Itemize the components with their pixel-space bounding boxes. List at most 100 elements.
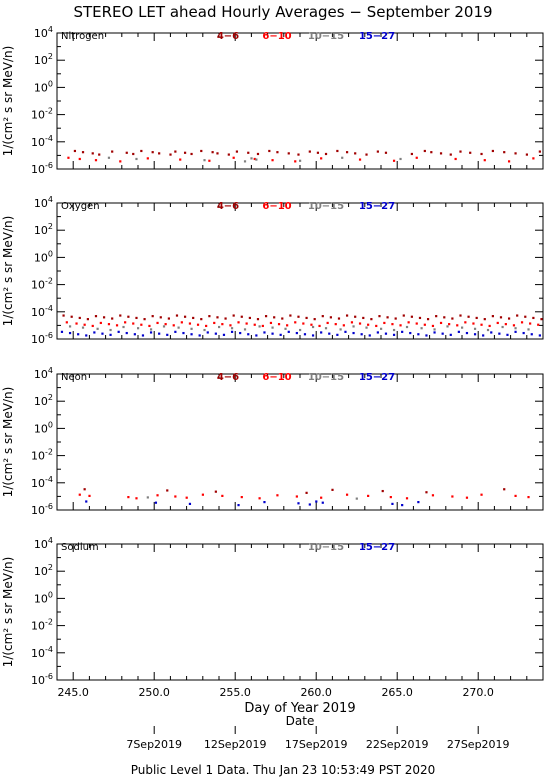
data-point xyxy=(524,315,527,318)
data-point xyxy=(271,326,274,329)
y-tick-label: 100 xyxy=(34,79,53,94)
data-point xyxy=(345,314,349,317)
data-point xyxy=(198,334,201,337)
data-point xyxy=(67,156,70,159)
data-point xyxy=(211,151,214,154)
data-point xyxy=(507,160,511,163)
data-point xyxy=(77,333,80,336)
data-point xyxy=(525,153,528,156)
data-point xyxy=(78,316,81,320)
data-point xyxy=(237,321,240,324)
data-point xyxy=(320,331,323,334)
data-point xyxy=(491,149,494,153)
data-point xyxy=(158,152,161,155)
data-point xyxy=(326,321,329,325)
data-point xyxy=(162,325,166,328)
data-point xyxy=(258,497,261,500)
y-tick-label: 10-6 xyxy=(31,161,53,176)
data-point xyxy=(271,332,274,335)
data-point xyxy=(451,495,454,498)
data-point xyxy=(286,324,289,327)
data-point xyxy=(302,322,305,325)
data-point xyxy=(276,494,279,497)
data-point xyxy=(156,321,159,325)
data-point xyxy=(295,331,298,335)
data-point xyxy=(454,157,457,161)
data-point xyxy=(365,153,368,156)
data-point xyxy=(384,151,388,154)
data-point xyxy=(117,330,120,333)
data-point xyxy=(185,496,188,499)
data-point xyxy=(316,151,320,154)
data-point xyxy=(431,324,435,328)
data-point xyxy=(336,333,339,336)
panel-name: Neon xyxy=(61,372,87,383)
data-point xyxy=(336,149,339,153)
data-point xyxy=(109,333,112,336)
data-point xyxy=(383,321,386,325)
data-point xyxy=(174,150,177,153)
data-point xyxy=(148,324,151,328)
x-tick-label: 250.0 xyxy=(138,686,170,699)
data-point xyxy=(146,496,149,499)
data-point xyxy=(166,333,169,336)
data-point xyxy=(179,158,182,161)
data-point xyxy=(486,328,490,332)
data-point xyxy=(341,156,344,159)
data-point xyxy=(482,334,485,337)
data-point xyxy=(441,332,444,335)
data-point xyxy=(384,332,388,335)
data-point xyxy=(299,328,302,332)
data-point xyxy=(380,327,383,330)
data-point xyxy=(133,333,136,336)
data-point xyxy=(271,159,274,162)
data-point xyxy=(109,328,112,332)
data-point xyxy=(376,150,379,153)
data-point xyxy=(239,331,242,335)
data-point xyxy=(203,328,206,332)
legend-entry: 4−6 xyxy=(217,372,239,383)
data-point xyxy=(111,150,114,153)
data-point xyxy=(188,502,192,505)
data-point xyxy=(501,325,504,329)
data-point xyxy=(449,333,452,336)
data-point xyxy=(328,332,331,335)
data-point xyxy=(216,316,219,319)
data-point xyxy=(91,152,94,155)
data-point xyxy=(268,149,271,153)
data-point xyxy=(329,316,332,319)
data-point xyxy=(294,321,297,324)
date-label: 17Sep2019 xyxy=(285,738,348,751)
data-point xyxy=(115,324,119,327)
data-point xyxy=(354,315,357,318)
data-point xyxy=(135,497,138,500)
data-point xyxy=(459,314,462,317)
data-point xyxy=(137,327,140,330)
data-point xyxy=(182,331,185,335)
data-point xyxy=(156,494,159,497)
y-tick-label: 10-6 xyxy=(31,331,53,346)
data-point xyxy=(472,322,475,325)
data-point xyxy=(392,333,396,336)
data-point xyxy=(321,501,324,504)
data-point xyxy=(532,316,535,320)
data-point xyxy=(401,330,404,333)
data-point xyxy=(499,316,503,319)
y-tick-label: 10-4 xyxy=(31,304,53,319)
data-point xyxy=(140,149,143,153)
data-point xyxy=(491,315,494,318)
data-point xyxy=(81,151,85,154)
legend-entry: 15−27 xyxy=(359,31,395,42)
data-point xyxy=(94,315,98,318)
data-point xyxy=(459,150,462,153)
data-point xyxy=(279,333,282,336)
y-tick-label: 10-4 xyxy=(31,134,53,149)
data-point xyxy=(446,325,449,328)
data-point xyxy=(410,315,413,318)
data-point xyxy=(352,331,355,335)
panel-nitrogen: 10-6 10-4 10-2 100 102 104 1/(cm² s sr MeV/n) N… xyxy=(1,25,544,176)
data-point xyxy=(311,334,315,337)
data-point xyxy=(417,501,420,504)
data-point xyxy=(98,153,101,156)
data-point xyxy=(399,157,402,161)
